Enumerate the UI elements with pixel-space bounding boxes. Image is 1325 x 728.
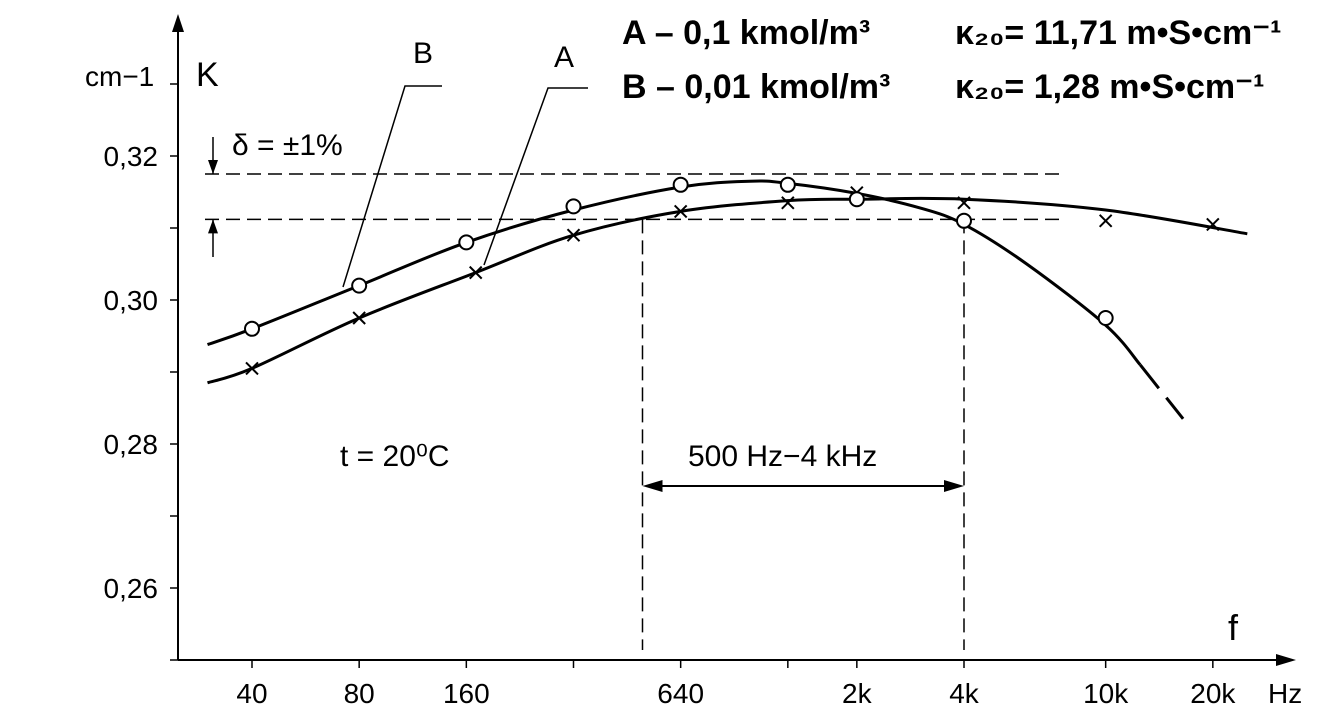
annotations — [205, 85, 1060, 650]
marker-stroke — [1206, 217, 1220, 232]
series-b-point — [244, 320, 260, 337]
x-axis-unit: Hz — [1268, 678, 1302, 709]
marker-stroke — [468, 265, 483, 280]
tolerance-arrowhead-bottom — [208, 219, 218, 234]
series-a-point — [352, 311, 366, 325]
legend-b-conductivity: κ₂₀= 1,28 m•S•cm⁻¹ — [955, 68, 1264, 106]
series-b-dashed-tail — [1139, 363, 1185, 420]
series-b-point — [848, 191, 865, 208]
leader-line-b — [342, 85, 442, 288]
y-axis-arrow — [172, 14, 184, 32]
temperature-label: t = 20⁰C — [340, 440, 450, 473]
series-a-point — [245, 361, 259, 376]
x-tick-label: 4k — [949, 678, 980, 709]
y-axis-label: K — [196, 56, 219, 94]
marker-stroke — [566, 228, 581, 242]
x-tick-label: 160 — [443, 678, 490, 709]
x-tick-label: 40 — [236, 678, 267, 709]
x-axis-label: f — [1228, 607, 1239, 648]
y-tick-label: 0,26 — [104, 573, 159, 604]
series-a-point — [673, 204, 688, 219]
curve-label-b: B — [413, 37, 433, 70]
series-a-point — [1098, 214, 1113, 228]
y-tick-label: 0,32 — [104, 141, 159, 172]
band-arrowhead-right — [944, 480, 964, 492]
y-axis-unit: cm−1 — [85, 61, 154, 92]
series-b-point — [956, 212, 972, 229]
y-tick-label: 0,28 — [104, 429, 159, 460]
marker-stroke — [245, 361, 259, 376]
series — [207, 176, 1248, 420]
curve-label-a: A — [554, 41, 574, 74]
legend-b-concentration: B – 0,01 kmol/m³ — [622, 68, 890, 106]
legend-a-concentration: A – 0,1 kmol/m³ — [622, 14, 870, 52]
series-b-point — [1097, 310, 1114, 326]
series-a-point — [781, 196, 795, 210]
marker-stroke — [957, 196, 971, 210]
marker-stroke — [673, 204, 688, 219]
x-axis-arrow — [1276, 654, 1296, 666]
x-tick-label: 640 — [657, 678, 704, 709]
axes: 0,26 0,28 0,30 0,32 40 80 160 640 2k 4k 10k 20k — [104, 14, 1296, 709]
y-tick-label: 0,30 — [104, 285, 159, 316]
x-tick-label: 10k — [1083, 678, 1129, 709]
series-a-point — [468, 265, 483, 280]
labels: cm−1 K f Hz δ = ±1% t = 20⁰C 500 Hz−4 kH… — [85, 14, 1302, 709]
series-b-curve — [207, 179, 1142, 366]
series-b-point — [779, 176, 796, 193]
series-b-point — [672, 176, 689, 193]
series-b-point — [565, 198, 582, 215]
marker-stroke — [781, 196, 795, 210]
leader-line-a — [483, 87, 588, 266]
band-arrowhead-left — [642, 480, 663, 492]
series-b-point — [458, 234, 475, 251]
series-a-point — [957, 196, 971, 210]
x-tick-label: 80 — [344, 678, 375, 709]
tolerance-label: δ = ±1% — [232, 129, 343, 162]
band-label: 500 Hz−4 kHz — [688, 440, 877, 473]
x-tick-label: 2k — [842, 678, 873, 709]
legend-a-conductivity: κ₂₀= 11,71 m•S•cm⁻¹ — [955, 14, 1281, 52]
tolerance-arrowhead-top — [208, 160, 218, 174]
marker-stroke — [1098, 214, 1113, 228]
x-tick-label: 20k — [1190, 678, 1236, 709]
series-a-point — [566, 228, 581, 242]
series-a-point — [1206, 217, 1220, 232]
marker-stroke — [352, 311, 366, 325]
series-b-point — [351, 277, 368, 294]
